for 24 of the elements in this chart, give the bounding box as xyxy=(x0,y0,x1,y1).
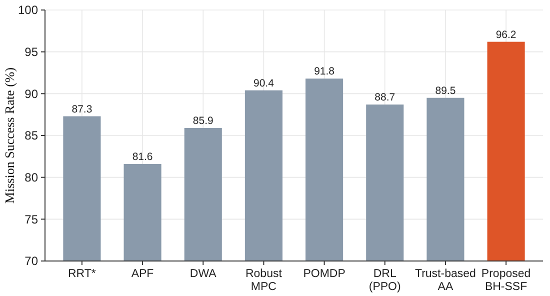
x-tick-label: DWA xyxy=(190,268,217,280)
x-tick-label: Robust MPC xyxy=(245,268,283,293)
x-tick-label: DRL (PPO) xyxy=(368,268,402,293)
x-tick-label: APF xyxy=(131,268,154,280)
y-tick-label: 100 xyxy=(18,3,38,18)
x-tick-label: RRT* xyxy=(68,268,96,280)
data-label: 89.5 xyxy=(435,84,456,97)
data-label: 81.6 xyxy=(132,150,153,163)
y-tick-label: 85 xyxy=(24,128,38,143)
y-tick-label: 75 xyxy=(24,212,38,226)
y-axis-title: Mission Success Rate (%) xyxy=(2,67,17,204)
data-label: 88.7 xyxy=(374,92,396,104)
y-tick-label: 90 xyxy=(24,86,38,101)
data-label: 87.3 xyxy=(72,103,92,116)
x-tick-label: Trust-based AA xyxy=(414,268,476,293)
data-label: 96.2 xyxy=(496,28,516,41)
y-tick-label: 80 xyxy=(24,170,38,185)
data-label: 90.4 xyxy=(253,77,274,90)
x-tick-label: POMDP xyxy=(303,268,346,280)
y-tick-label: 95 xyxy=(24,45,38,60)
data-label: 85.9 xyxy=(192,114,214,127)
data-label: 91.8 xyxy=(314,66,335,78)
x-tick-label: Proposed BH-SSF xyxy=(481,268,531,293)
y-tick-label: 70 xyxy=(24,254,38,268)
